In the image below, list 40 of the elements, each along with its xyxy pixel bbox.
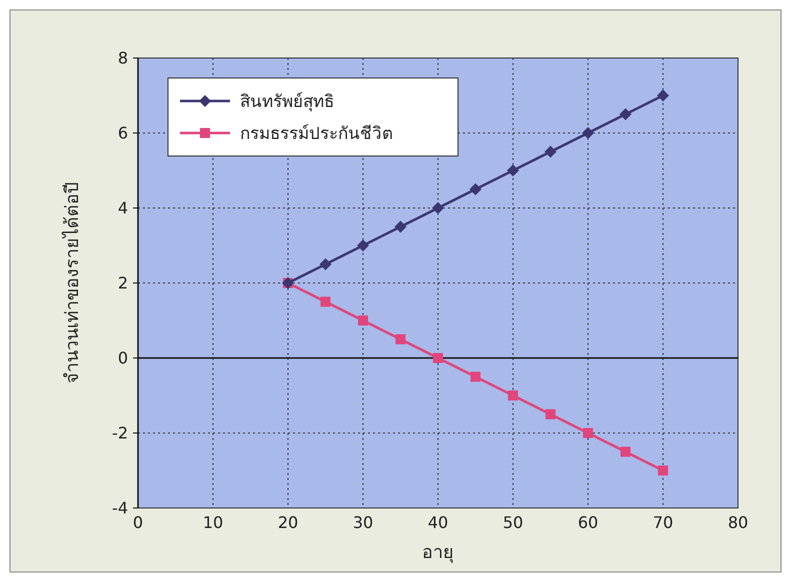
x-tick-label: 20 [278, 513, 298, 532]
point [546, 409, 556, 420]
y-tick-label: 8 [118, 48, 128, 68]
y-tick-label: -2 [112, 424, 128, 443]
point [620, 108, 632, 120]
point [432, 202, 444, 214]
point [470, 183, 482, 196]
point [507, 164, 519, 176]
y-tick-label: 4 [118, 198, 128, 218]
point [358, 316, 368, 326]
x-tick-label: 10 [202, 513, 224, 532]
x-tick-label: 40 [428, 513, 448, 532]
point [433, 353, 443, 363]
legend-label: สินทรัพย์สุทธิ [240, 92, 334, 112]
point [620, 446, 630, 457]
y-tick-label: 0 [118, 348, 128, 368]
point [470, 372, 480, 382]
point [357, 240, 369, 252]
y-tick-label: -4 [112, 498, 128, 518]
point [544, 146, 556, 158]
x-axis-title: อายุ [422, 542, 454, 563]
point [583, 428, 593, 438]
y-axis-title: จำนวนเท่าของรายได้ต่อปี [61, 182, 83, 384]
x-tick-label: 60 [578, 513, 598, 532]
point [658, 466, 668, 476]
x-tick-label: 50 [502, 513, 524, 532]
point [394, 220, 406, 233]
point [320, 296, 330, 307]
y-tick-label: 6 [118, 124, 128, 143]
point [582, 127, 594, 139]
point [657, 90, 669, 102]
point [396, 334, 406, 344]
legend-label: กรมธรรม์ประกันชีวิต [240, 124, 393, 144]
x-tick-label: 70 [652, 513, 674, 532]
y-tick-label: 2 [118, 274, 128, 293]
x-tick-label: 0 [132, 513, 144, 532]
x-tick-label: 30 [352, 513, 374, 532]
x-tick-label: 80 [728, 513, 748, 532]
point [508, 390, 518, 400]
point [320, 258, 332, 270]
